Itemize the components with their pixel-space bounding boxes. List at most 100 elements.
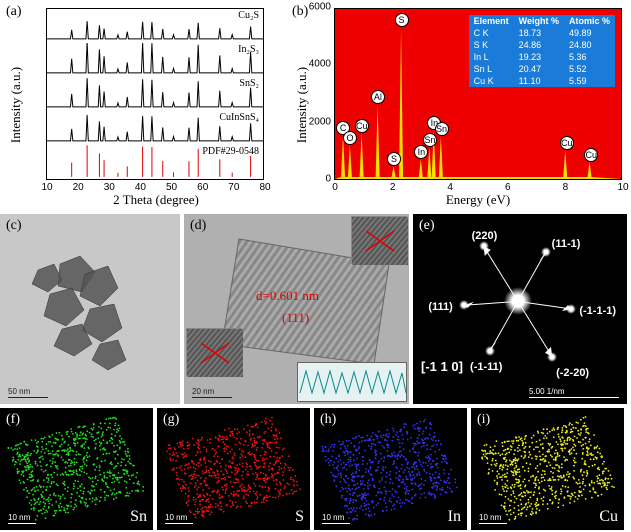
table-header: Weight % bbox=[514, 15, 564, 27]
map-panel-s: (g) S 10 nm bbox=[157, 408, 310, 530]
panel-c-label: (c) bbox=[6, 218, 22, 234]
saed-spot-label: (220) bbox=[472, 230, 498, 242]
xrd-trace-label: PDF#29-0548 bbox=[202, 146, 259, 157]
saed-spot bbox=[547, 352, 557, 362]
eds-peak-label: O bbox=[343, 131, 357, 145]
xrd-trace-label: Cu₂S bbox=[238, 10, 259, 21]
panel-e-label: (e) bbox=[419, 218, 435, 234]
row-3-eds-maps: (f)Sn10 nm(g)S10 nm(h)In10 nm(i)Cu10 nm bbox=[0, 408, 631, 530]
map-panel-cu: (i) Cu 10 nm bbox=[471, 408, 624, 530]
plane-text: (111) bbox=[282, 310, 309, 326]
table-cell: 19.23 bbox=[514, 51, 564, 63]
x-tick: 70 bbox=[228, 182, 239, 193]
table-cell: 18.73 bbox=[514, 27, 564, 39]
scalebar-text: 10 nm bbox=[165, 513, 187, 522]
x-tick: 10 bbox=[617, 182, 628, 193]
saed-spot-label: (111) bbox=[428, 301, 452, 313]
x-tick: 2 bbox=[390, 182, 396, 193]
saed-spot bbox=[485, 346, 495, 356]
scalebar-text: 10 nm bbox=[322, 513, 344, 522]
table-cell: In L bbox=[469, 51, 514, 63]
panel-c-scalebar: 50 nm bbox=[8, 387, 48, 398]
map-panel-sn: (f)Sn10 nm bbox=[0, 408, 153, 530]
table-header: Element bbox=[469, 15, 514, 27]
panel-a-ylabel: Intensity (a.u.) bbox=[8, 67, 24, 143]
table-cell: 5.36 bbox=[564, 51, 615, 63]
table-cell: 20.47 bbox=[514, 63, 564, 75]
x-tick: 40 bbox=[135, 182, 146, 193]
xrd-trace bbox=[47, 9, 263, 43]
x-tick: 8 bbox=[563, 182, 569, 193]
eds-map bbox=[157, 408, 310, 530]
table-row: S K24.8624.80 bbox=[469, 39, 615, 51]
y-tick: 2000 bbox=[299, 116, 331, 127]
table-cell: 11.10 bbox=[514, 75, 564, 87]
map-label: (i) bbox=[477, 412, 490, 428]
eds-peak-label: Cu bbox=[355, 119, 369, 133]
eds-peak-label: S bbox=[395, 13, 409, 27]
map-scalebar: 10 nm bbox=[322, 513, 350, 524]
x-tick: 60 bbox=[197, 182, 208, 193]
x-tick: 20 bbox=[73, 182, 84, 193]
tem-image bbox=[0, 214, 180, 404]
saed-spot bbox=[479, 241, 489, 251]
element-label: In bbox=[448, 508, 461, 526]
panel-a-chart-area: Cu₂SIn₂S₃SnS₂CuInSnS₄PDF#29-0548 1020304… bbox=[46, 8, 264, 180]
x-tick: 50 bbox=[166, 182, 177, 193]
eds-peak-label: Sn bbox=[435, 122, 449, 136]
table-row: Cu K11.105.59 bbox=[469, 75, 615, 87]
y-tick: 0 bbox=[299, 174, 331, 185]
table-cell: Sn L bbox=[469, 63, 514, 75]
map-label: (h) bbox=[320, 412, 336, 428]
table-cell: 24.80 bbox=[564, 39, 615, 51]
saed-spot bbox=[541, 247, 551, 257]
eds-peak-label: Cu bbox=[584, 148, 598, 162]
table-cell: 5.59 bbox=[564, 75, 615, 87]
x-tick: 10 bbox=[41, 182, 52, 193]
eds-map bbox=[314, 408, 467, 530]
xrd-trace-label: In₂S₃ bbox=[238, 44, 259, 55]
map-scalebar: 10 nm bbox=[479, 513, 507, 524]
hrtem-intensity-profile bbox=[297, 362, 407, 402]
scalebar-text: 10 nm bbox=[479, 513, 501, 522]
hrtem-inset-tr bbox=[351, 216, 407, 264]
panel-d-scalebar: 20 nm bbox=[192, 387, 232, 398]
table-row: Sn L20.475.52 bbox=[469, 63, 615, 75]
panel-a-xlabel: 2 Theta (degree) bbox=[113, 192, 199, 208]
table-header: Atomic % bbox=[564, 15, 615, 27]
saed-spot-label: (11-1) bbox=[552, 238, 581, 250]
saed-spot-label: (-1-11) bbox=[470, 361, 502, 373]
element-label: Cu bbox=[599, 508, 618, 526]
panel-b-eds: (b) Intensity (a.u.) Energy (eV) COCuAlS… bbox=[278, 0, 631, 210]
x-tick: 0 bbox=[332, 182, 338, 193]
xrd-trace-label: CuInSnS₄ bbox=[219, 112, 259, 123]
eds-composition-table: ElementWeight %Atomic %C K18.7349.89S K2… bbox=[469, 15, 615, 87]
saed-spot-label: (-2-20) bbox=[556, 367, 589, 379]
table-cell: 49.89 bbox=[564, 27, 615, 39]
panel-a-label: (a) bbox=[6, 4, 22, 20]
table-cell: 24.86 bbox=[514, 39, 564, 51]
table-cell: S K bbox=[469, 39, 514, 51]
xrd-trace bbox=[47, 43, 263, 77]
table-cell: Cu K bbox=[469, 75, 514, 87]
scalebar-text: 10 nm bbox=[8, 513, 30, 522]
panel-e-scalebar: 5.00 1/nm bbox=[529, 387, 619, 398]
map-label: (g) bbox=[163, 412, 179, 428]
saed-spot-label: (-1-1-1) bbox=[579, 305, 616, 317]
element-label: S bbox=[295, 508, 304, 526]
zone-axis: [-1 1 0] bbox=[421, 359, 463, 374]
x-tick: 4 bbox=[447, 182, 453, 193]
hrtem-inset-bl bbox=[186, 328, 242, 376]
row-1: (a) Intensity (a.u.) 2 Theta (degree) Cu… bbox=[0, 0, 631, 210]
scalebar-text: 50 nm bbox=[8, 387, 30, 396]
table-cell: 5.52 bbox=[564, 63, 615, 75]
panel-a-xrd: (a) Intensity (a.u.) 2 Theta (degree) Cu… bbox=[0, 0, 278, 210]
panel-d-label: (d) bbox=[190, 218, 206, 234]
panel-b-ylabel: Intensity (a.u.) bbox=[294, 67, 310, 143]
row-2: (c) 50 nm (d) bbox=[0, 214, 631, 404]
element-label: Sn bbox=[130, 508, 147, 526]
table-row: In L19.235.36 bbox=[469, 51, 615, 63]
xrd-trace bbox=[47, 77, 263, 111]
d-spacing-text: d=0.601 nm bbox=[256, 288, 319, 304]
x-tick: 80 bbox=[259, 182, 270, 193]
